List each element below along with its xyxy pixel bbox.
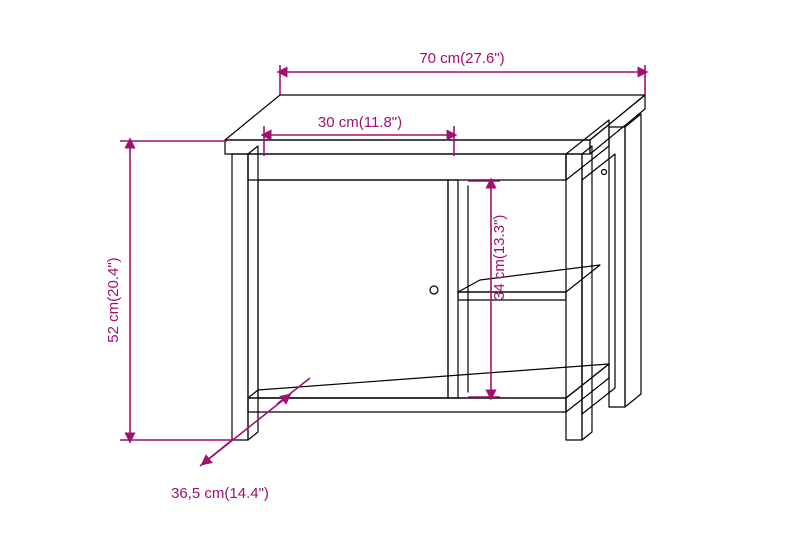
dimension-diagram: 70 cm(27.6") 30 cm(11.8") 34 cm(13.3") 52 c… [0, 0, 800, 533]
furniture-drawing [225, 95, 645, 440]
dim-label-door: 30 cm(11.8") [318, 114, 402, 131]
dim-label-height: 52 cm(20.4") [105, 257, 122, 342]
dim-label-depth: 36,5 cm(14.4") [171, 485, 269, 502]
dimension-annotations: 70 cm(27.6") 30 cm(11.8") 34 cm(13.3") 52 c… [105, 50, 645, 502]
dim-label-width: 70 cm(27.6") [419, 50, 504, 67]
dim-label-inner: 34 cm(13.3") [491, 215, 508, 300]
